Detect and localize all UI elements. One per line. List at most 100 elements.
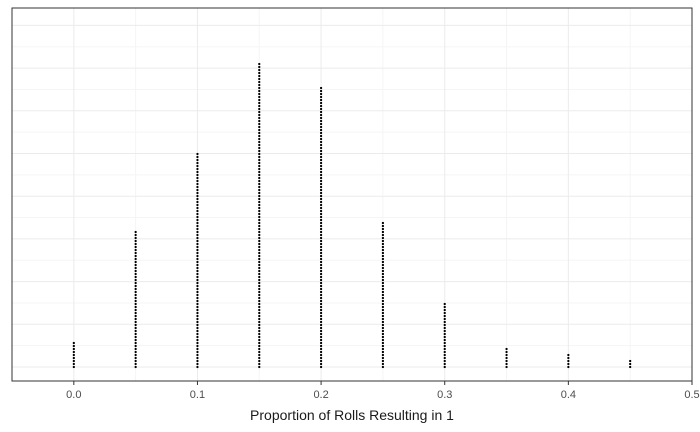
data-point xyxy=(258,269,261,273)
data-point xyxy=(134,308,137,312)
panel-border xyxy=(11,7,693,382)
data-point xyxy=(381,281,385,285)
data-point xyxy=(381,257,385,261)
data-point xyxy=(319,365,323,369)
data-point xyxy=(258,215,261,219)
data-point xyxy=(196,200,199,204)
data-point xyxy=(134,236,137,240)
data-point xyxy=(134,311,137,315)
data-point xyxy=(319,305,323,309)
data-point xyxy=(258,161,261,165)
data-point xyxy=(196,236,199,240)
data-point xyxy=(319,221,323,225)
data-point xyxy=(134,317,137,321)
data-point xyxy=(629,362,632,366)
data-point xyxy=(319,116,323,120)
data-point xyxy=(319,182,323,186)
data-point xyxy=(196,338,199,342)
data-point xyxy=(258,191,261,195)
data-point xyxy=(258,236,261,240)
data-point xyxy=(443,314,446,318)
data-point xyxy=(319,299,323,303)
data-point xyxy=(443,326,446,330)
data-point xyxy=(134,323,137,327)
data-point xyxy=(505,365,508,369)
x-tick-label: 0.3 xyxy=(437,389,452,401)
data-point xyxy=(258,242,261,246)
data-point xyxy=(567,362,570,366)
data-point xyxy=(319,170,323,174)
data-point xyxy=(258,176,261,180)
data-point xyxy=(381,329,385,333)
data-point xyxy=(319,128,323,132)
data-point xyxy=(258,284,261,288)
data-point xyxy=(381,314,385,318)
data-point xyxy=(319,281,323,285)
data-point xyxy=(196,167,199,171)
data-point xyxy=(134,242,137,246)
data-point xyxy=(134,293,137,297)
data-point xyxy=(319,323,323,327)
data-point xyxy=(258,332,261,336)
data-point xyxy=(258,77,261,81)
data-point xyxy=(196,329,199,333)
data-point xyxy=(319,350,323,354)
data-point xyxy=(196,230,199,234)
data-point xyxy=(319,152,323,156)
data-point xyxy=(196,287,199,291)
data-point xyxy=(443,317,446,321)
data-point xyxy=(258,65,261,69)
data-point xyxy=(319,278,323,282)
data-point xyxy=(196,245,199,249)
data-point xyxy=(134,302,137,306)
data-point xyxy=(134,248,137,252)
data-point xyxy=(258,83,261,87)
data-point xyxy=(134,275,137,279)
data-point xyxy=(319,140,323,144)
data-point xyxy=(258,320,261,324)
data-point xyxy=(196,314,199,318)
data-point xyxy=(258,119,261,123)
data-point xyxy=(381,326,385,330)
data-point xyxy=(319,173,323,177)
data-point xyxy=(258,263,261,267)
data-point xyxy=(443,323,446,327)
data-point xyxy=(258,200,261,204)
data-point xyxy=(319,326,323,330)
data-point xyxy=(319,194,323,198)
data-point xyxy=(258,272,261,276)
data-point xyxy=(196,227,199,231)
data-point xyxy=(258,347,261,351)
data-point xyxy=(258,134,261,138)
data-point xyxy=(134,239,137,243)
data-point xyxy=(196,311,199,315)
data-point xyxy=(196,359,199,363)
dot-column xyxy=(196,152,199,369)
data-point xyxy=(319,167,323,171)
data-point xyxy=(134,359,137,363)
data-point xyxy=(319,212,323,216)
data-point xyxy=(319,272,323,276)
data-point xyxy=(443,332,446,336)
data-point xyxy=(72,347,75,351)
data-point xyxy=(196,278,199,282)
data-point xyxy=(443,341,446,345)
data-point xyxy=(381,341,385,345)
data-point xyxy=(196,188,199,192)
data-point xyxy=(319,164,323,168)
data-point xyxy=(443,362,446,366)
data-point xyxy=(196,212,199,216)
data-point xyxy=(196,242,199,246)
data-point xyxy=(319,188,323,192)
data-point xyxy=(319,137,323,141)
data-point xyxy=(319,107,323,111)
data-point xyxy=(134,362,137,366)
data-point xyxy=(258,179,261,183)
data-point xyxy=(319,320,323,324)
data-point xyxy=(381,359,385,363)
data-point xyxy=(258,101,261,105)
data-point xyxy=(443,359,446,363)
x-axis-title: Proportion of Rolls Resulting in 1 xyxy=(250,407,454,423)
data-point xyxy=(319,134,323,138)
data-point xyxy=(72,365,75,369)
